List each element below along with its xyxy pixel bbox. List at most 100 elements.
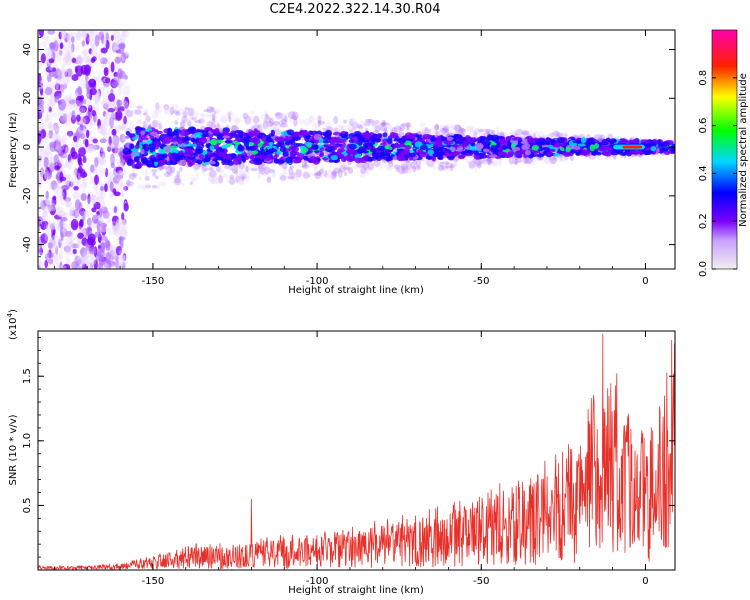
- spectrogram-band-halo: [333, 167, 342, 174]
- spectrogram-band-halo: [279, 122, 288, 128]
- spectrogram-band-core: [241, 136, 250, 144]
- spectrogram-noise-blob: [119, 190, 124, 198]
- spectrogram-band-core: [138, 144, 143, 150]
- spectrogram-band-halo: [474, 157, 483, 166]
- spectrogram-y-tick-label: 0: [22, 144, 33, 150]
- spectrogram-noise-blob: [38, 30, 44, 38]
- spectrogram-noise-blob: [107, 217, 112, 224]
- spectrogram-band-core: [143, 143, 149, 147]
- spectrogram-band-core: [180, 129, 189, 137]
- spectrogram-noise-blob: [46, 121, 53, 129]
- snr-multiplier-prefix: (x10: [8, 317, 19, 340]
- spectrogram-band-core: [457, 155, 466, 160]
- spectrogram-noise-blob: [86, 86, 90, 95]
- snr-multiplier-close: ): [8, 309, 19, 313]
- spectrogram-noise-blob: [43, 168, 49, 181]
- spectrogram-band-halo: [142, 120, 147, 130]
- spectrogram-noise-blob: [102, 210, 110, 219]
- spectrogram-band-core: [439, 150, 446, 156]
- spectrogram-band-core: [319, 151, 325, 158]
- spectrogram-band-core: [289, 139, 296, 146]
- spectrogram-noise-blob: [79, 218, 84, 228]
- spectrogram-noise-blob: [54, 145, 62, 155]
- spectrogram-noise-blob: [110, 195, 116, 201]
- spectrogram-band-halo: [365, 168, 370, 176]
- spectrogram-noise-blob: [110, 162, 115, 169]
- spectrogram-band-halo: [126, 180, 134, 187]
- spectrogram-band-halo: [487, 158, 492, 166]
- spectrogram-band-halo: [405, 122, 412, 128]
- spectrogram-band-halo: [454, 159, 458, 168]
- spectrogram-noise-blob: [73, 102, 78, 114]
- spectrogram-x-tick-label: -100: [306, 276, 329, 287]
- spectrogram-band-halo: [184, 106, 190, 111]
- spectrogram-band-halo: [272, 124, 278, 131]
- spectrogram-noise-blob: [68, 92, 73, 103]
- spectrogram-noise-blob: [70, 218, 79, 231]
- spectrogram-band-halo: [394, 123, 401, 132]
- spectrogram-noise-blob: [104, 183, 108, 193]
- spectrogram-band-core: [286, 129, 295, 136]
- spectrogram-noise-blob: [55, 139, 62, 151]
- spectrogram-noise-blob: [48, 161, 55, 173]
- spectrogram-band-core: [304, 135, 310, 142]
- spectrogram-noise-blob: [111, 145, 119, 154]
- spectrogram-band-core: [587, 137, 594, 145]
- spectrogram-band-halo: [209, 124, 217, 129]
- spectrogram-band-core: [589, 144, 596, 152]
- spectrogram-noise-blob: [93, 259, 99, 269]
- spectrogram-noise-blob: [76, 30, 84, 39]
- spectrogram-band-core: [140, 157, 149, 164]
- spectrogram-band-core: [527, 138, 535, 143]
- spectrogram-noise-blob: [54, 95, 60, 103]
- spectrogram-band-core: [455, 140, 465, 144]
- spectrogram-band-core: [436, 136, 442, 143]
- spectrogram-band-halo: [253, 115, 260, 124]
- spectrogram-noise-blob: [54, 123, 60, 135]
- spectrogram-band-halo: [245, 176, 250, 182]
- spectrogram-noise-blob: [109, 116, 114, 129]
- spectrogram-band-core: [130, 134, 136, 138]
- spectrogram-band-halo: [559, 153, 563, 161]
- spectrogram-band-halo: [263, 166, 271, 175]
- spectrogram-noise-blob: [54, 214, 62, 220]
- spectrogram-noise-blob: [113, 226, 122, 237]
- spectrogram-noise-blob: [110, 61, 115, 73]
- spectrogram-band-halo: [367, 118, 372, 124]
- spectrogram-band-halo: [257, 165, 264, 172]
- spectrogram-noise-blob: [43, 156, 49, 169]
- spectrogram-band-core: [230, 132, 238, 138]
- snr-x-label: Height of straight line (km): [288, 585, 424, 596]
- spectrogram-band-core: [437, 156, 442, 160]
- spectrogram-band-halo: [243, 166, 252, 173]
- spectrogram-band-halo: [310, 172, 318, 176]
- spectrogram-noise-blob: [113, 191, 121, 197]
- spectrogram-band-halo: [233, 170, 239, 175]
- spectrogram-noise-blob: [94, 174, 99, 185]
- spectrogram-band-halo: [330, 164, 334, 168]
- spectrogram-band-halo: [426, 158, 434, 167]
- spectrogram-noise-blob: [89, 262, 93, 269]
- spectrogram-band-halo: [284, 115, 288, 123]
- colorbar-ticks: 0.0 0.2 0.4 0.6 0.8: [698, 70, 737, 277]
- spectrogram-band-halo: [383, 127, 387, 133]
- spectrogram-band-halo: [266, 174, 271, 182]
- spectrogram-band-core: [324, 129, 332, 137]
- spectrogram-noise-blob: [94, 184, 99, 193]
- spectrogram-band-halo: [467, 124, 473, 133]
- spectrogram-band-halo: [437, 164, 445, 171]
- spectrogram-noise-blob: [101, 152, 105, 165]
- spectrogram-noise-blob: [59, 113, 68, 124]
- spectrogram-noise-blob: [47, 30, 56, 35]
- spectrogram-band-core: [514, 150, 522, 157]
- spectrogram-y-tick-label: 40: [22, 43, 33, 56]
- spectrogram-noise-blob: [49, 65, 53, 72]
- spectrogram-noise-blob: [45, 33, 50, 42]
- spectrogram-band-core: [151, 158, 161, 162]
- spectrogram-noise-blob: [38, 133, 42, 144]
- spectrogram-band-core: [580, 136, 587, 144]
- spectrogram-band-halo: [410, 161, 415, 170]
- spectrogram-noise-blob: [115, 181, 121, 193]
- spectrogram-noise-blob: [76, 44, 80, 51]
- spectrogram-band-halo: [218, 175, 224, 184]
